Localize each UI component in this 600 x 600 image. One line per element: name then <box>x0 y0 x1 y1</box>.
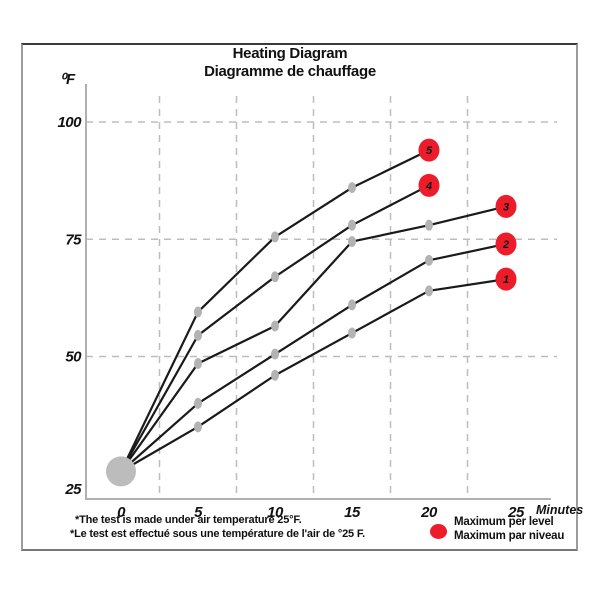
series-line-2 <box>120 242 507 473</box>
data-point-s1-t10 <box>271 369 279 381</box>
max-marker-label-3: 3 <box>503 201 509 213</box>
data-point-s5-t15 <box>348 182 356 194</box>
data-point-s3-t5 <box>194 358 202 370</box>
max-marker-label-5: 5 <box>426 145 433 157</box>
y-tick-label-75: 75 <box>65 231 82 248</box>
data-point-s1-t5 <box>194 421 202 433</box>
data-point-s3-t15 <box>348 236 356 248</box>
data-point-s2-t15 <box>348 299 356 311</box>
series-line-1 <box>120 278 507 473</box>
y-axis-unit-label: ⁰F <box>60 71 76 88</box>
data-point-s5-t5 <box>194 306 202 318</box>
footnote-en: *The test is made under air temperature … <box>75 514 302 526</box>
data-point-s2-t10 <box>271 348 279 360</box>
x-tick-label-10: 10 <box>267 504 284 521</box>
x-tick-label-0: 0 <box>117 504 126 521</box>
data-point-s1-t20 <box>425 285 433 297</box>
max-marker-2 <box>495 232 517 256</box>
x-axis-unit-label: Minutes <box>536 503 583 517</box>
data-point-s2-t20 <box>425 254 433 266</box>
chart-title: Heating Diagram <box>232 45 348 62</box>
data-point-s1-t15 <box>348 327 356 339</box>
data-point-s3-t20 <box>425 219 433 231</box>
chart-subtitle: Diagramme de chauffage <box>204 63 376 80</box>
series-line-5 <box>120 149 430 472</box>
data-point-s5-t10 <box>271 231 279 243</box>
title-block: Heating Diagram Diagramme de chauffage <box>0 45 590 81</box>
x-tick-label-25: 25 <box>507 504 525 521</box>
x-tick-label-15: 15 <box>344 504 361 521</box>
x-tick-label-5: 5 <box>194 504 203 521</box>
y-tick-label-100: 100 <box>57 114 82 131</box>
legend-label-fr: Maximum par niveau <box>454 529 565 542</box>
data-point-s4-t15 <box>348 219 356 231</box>
origin-start-dot <box>106 456 136 487</box>
legend-label-en: Maximum per level <box>454 516 554 528</box>
series-line-3 <box>120 205 507 473</box>
max-marker-label-1: 1 <box>503 274 509 286</box>
max-marker-label-4: 4 <box>425 180 432 192</box>
max-marker-3 <box>495 194 517 218</box>
footnote-fr: *Le test est effectué sous une températu… <box>70 528 365 540</box>
y-tick-label-50: 50 <box>65 349 82 366</box>
data-point-s4-t5 <box>194 329 202 341</box>
maximum-marker-icon <box>430 524 447 539</box>
data-point-s3-t10 <box>271 320 279 332</box>
legend-labels: Maximum per level Maximum par niveau <box>454 516 564 543</box>
figure-border <box>21 43 578 551</box>
max-marker-4 <box>418 173 440 197</box>
legend: Maximum per level Maximum par niveau <box>430 516 564 543</box>
data-point-s2-t5 <box>194 397 202 409</box>
max-marker-5 <box>418 138 440 162</box>
max-marker-label-2: 2 <box>502 239 509 251</box>
y-tick-label-25: 25 <box>64 481 82 498</box>
x-tick-label-20: 20 <box>420 504 438 521</box>
footnotes: *The test is made under air temperature … <box>70 513 365 541</box>
data-point-s4-t10 <box>271 271 279 283</box>
max-marker-1 <box>495 267 517 291</box>
